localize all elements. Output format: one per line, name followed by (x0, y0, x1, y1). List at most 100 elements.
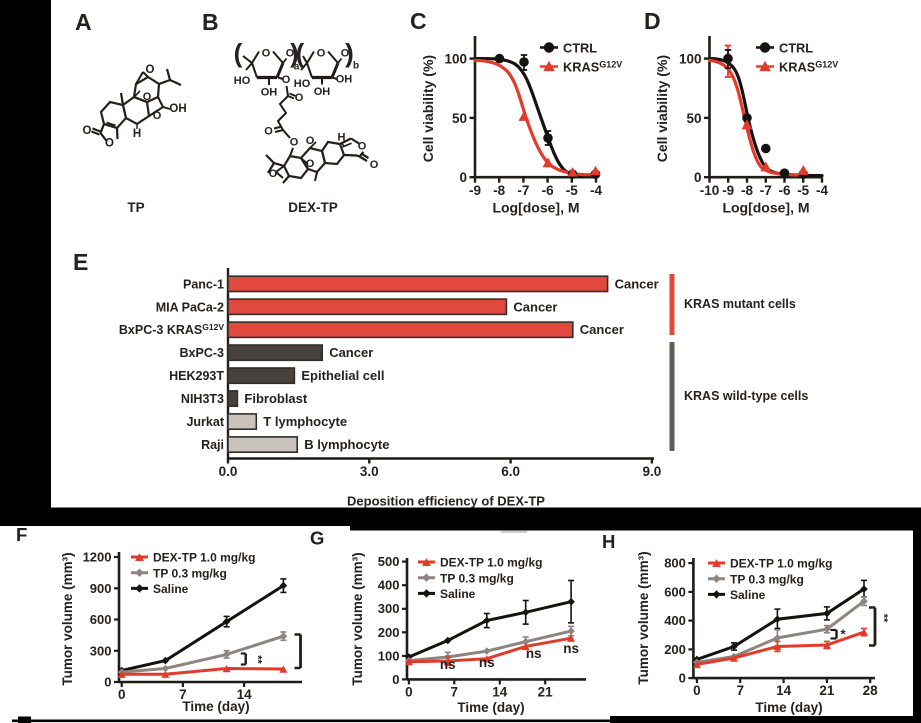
svg-text:O: O (282, 74, 291, 86)
svg-text:400: 400 (664, 613, 686, 628)
svg-text:O: O (317, 48, 326, 60)
svg-text:a: a (294, 62, 300, 73)
svg-text:-9: -9 (722, 183, 734, 198)
svg-text:600: 600 (90, 612, 112, 627)
svg-text:7: 7 (179, 687, 187, 702)
svg-text:Time (day): Time (day) (755, 700, 822, 715)
svg-text:ns: ns (479, 655, 495, 670)
svg-text:TP 0.3 mg/kg: TP 0.3 mg/kg (440, 571, 514, 585)
svg-text:ns: ns (440, 657, 456, 672)
svg-text:MIA PaCa-2: MIA PaCa-2 (156, 300, 224, 314)
svg-text:): ) (290, 38, 299, 68)
svg-text:O: O (306, 135, 315, 147)
svg-text:H: H (338, 132, 346, 144)
svg-text:-6: -6 (542, 183, 554, 198)
svg-text:Cell viability (%): Cell viability (%) (654, 55, 670, 162)
svg-text:TP 0.3 mg/kg: TP 0.3 mg/kg (153, 566, 227, 580)
svg-text:Cancer: Cancer (513, 299, 557, 314)
svg-text:Cancer: Cancer (329, 345, 373, 360)
svg-text:CTRL: CTRL (779, 40, 813, 55)
svg-text:O: O (370, 159, 379, 171)
svg-text:-4: -4 (590, 183, 602, 198)
svg-text:Tumor volume (mm³): Tumor volume (mm³) (60, 552, 75, 685)
svg-text:HO: HO (294, 78, 311, 90)
svg-text:Time (day): Time (day) (182, 699, 249, 714)
svg-text:ns: ns (563, 641, 579, 656)
svg-text:Tumor volume (mm³): Tumor volume (mm³) (350, 552, 365, 685)
svg-text:Cancer: Cancer (615, 276, 659, 291)
svg-text:F: F (16, 524, 27, 545)
svg-text:200: 200 (378, 625, 400, 640)
svg-text:800: 800 (664, 556, 686, 571)
svg-text:Time (day): Time (day) (457, 700, 524, 715)
svg-text:KRAS wild-type cells: KRAS wild-type cells (684, 389, 808, 403)
svg-text:OH: OH (314, 86, 331, 98)
svg-text:-10: -10 (700, 183, 720, 198)
svg-text:400: 400 (378, 578, 400, 593)
svg-text:O: O (306, 158, 315, 170)
svg-text:21: 21 (538, 684, 554, 699)
svg-text:Cancer: Cancer (580, 322, 624, 337)
svg-text:BxPC-3 KRASG12V: BxPC-3 KRASG12V (119, 322, 224, 337)
svg-text:(: ( (296, 38, 305, 68)
svg-text:OH: OH (169, 103, 186, 115)
svg-text:-7: -7 (760, 183, 772, 198)
svg-text:600: 600 (664, 584, 686, 599)
svg-text:D: D (644, 8, 661, 34)
svg-text:O: O (262, 48, 271, 60)
svg-text:100: 100 (378, 648, 400, 663)
svg-text:1200: 1200 (83, 550, 112, 565)
svg-text:TP: TP (127, 200, 144, 215)
svg-text:B lymphocyte: B lymphocyte (304, 437, 389, 452)
svg-text:300: 300 (378, 601, 400, 616)
svg-text:DEX-TP 1.0 mg/kg: DEX-TP 1.0 mg/kg (440, 556, 542, 570)
svg-text:OH: OH (336, 74, 353, 86)
svg-text:-7: -7 (517, 183, 529, 198)
svg-text:C: C (410, 8, 427, 34)
svg-text:O: O (105, 138, 114, 150)
svg-text:T lymphocyte: T lymphocyte (263, 414, 347, 429)
svg-text:HO: HO (234, 75, 251, 87)
svg-text:O: O (146, 64, 155, 76)
svg-text:Log[dose], M: Log[dose], M (722, 200, 809, 216)
svg-text:-4: -4 (816, 183, 828, 198)
svg-text:O: O (358, 141, 367, 153)
svg-text:14: 14 (776, 683, 792, 698)
svg-text:KRAS mutant cells: KRAS mutant cells (684, 297, 796, 311)
svg-text:Saline: Saline (440, 587, 476, 601)
svg-text:BxPC-3: BxPC-3 (180, 346, 225, 360)
svg-text:O: O (286, 48, 295, 60)
svg-text:Cell viability (%): Cell viability (%) (420, 55, 436, 162)
svg-text:Saline: Saline (730, 588, 766, 602)
svg-text:28: 28 (863, 683, 879, 698)
svg-text:O: O (290, 137, 299, 149)
svg-text:14: 14 (492, 684, 508, 699)
svg-text:14: 14 (237, 687, 253, 702)
svg-text:Panc-1: Panc-1 (183, 277, 224, 291)
svg-text:DEX-TP: DEX-TP (288, 200, 338, 215)
svg-text:100: 100 (679, 52, 702, 67)
svg-text:B: B (202, 9, 219, 35)
svg-text:7: 7 (451, 684, 459, 699)
svg-text:H: H (133, 128, 141, 140)
svg-text:-5: -5 (566, 183, 578, 198)
svg-text:O: O (83, 125, 92, 137)
svg-text:Log[dose], M: Log[dose], M (492, 200, 579, 216)
svg-text:NIH3T3: NIH3T3 (181, 392, 224, 406)
svg-text:300: 300 (90, 643, 112, 658)
svg-text:Jurkat: Jurkat (186, 415, 224, 429)
svg-text:21: 21 (819, 683, 835, 698)
svg-text:Epithelial cell: Epithelial cell (301, 368, 384, 383)
svg-text:Tumor volume (mm³): Tumor volume (mm³) (636, 551, 651, 684)
svg-text:O: O (143, 91, 152, 103)
svg-text:50: 50 (452, 111, 467, 126)
svg-text:0: 0 (392, 672, 399, 687)
svg-text:0: 0 (694, 170, 702, 185)
svg-text:50: 50 (686, 111, 701, 126)
svg-text:CTRL: CTRL (563, 40, 597, 55)
svg-text:HEK293T: HEK293T (169, 369, 224, 383)
svg-text:O: O (341, 48, 350, 60)
svg-text:-5: -5 (797, 183, 809, 198)
svg-text:0.0: 0.0 (219, 464, 238, 479)
svg-text:500: 500 (378, 554, 400, 569)
